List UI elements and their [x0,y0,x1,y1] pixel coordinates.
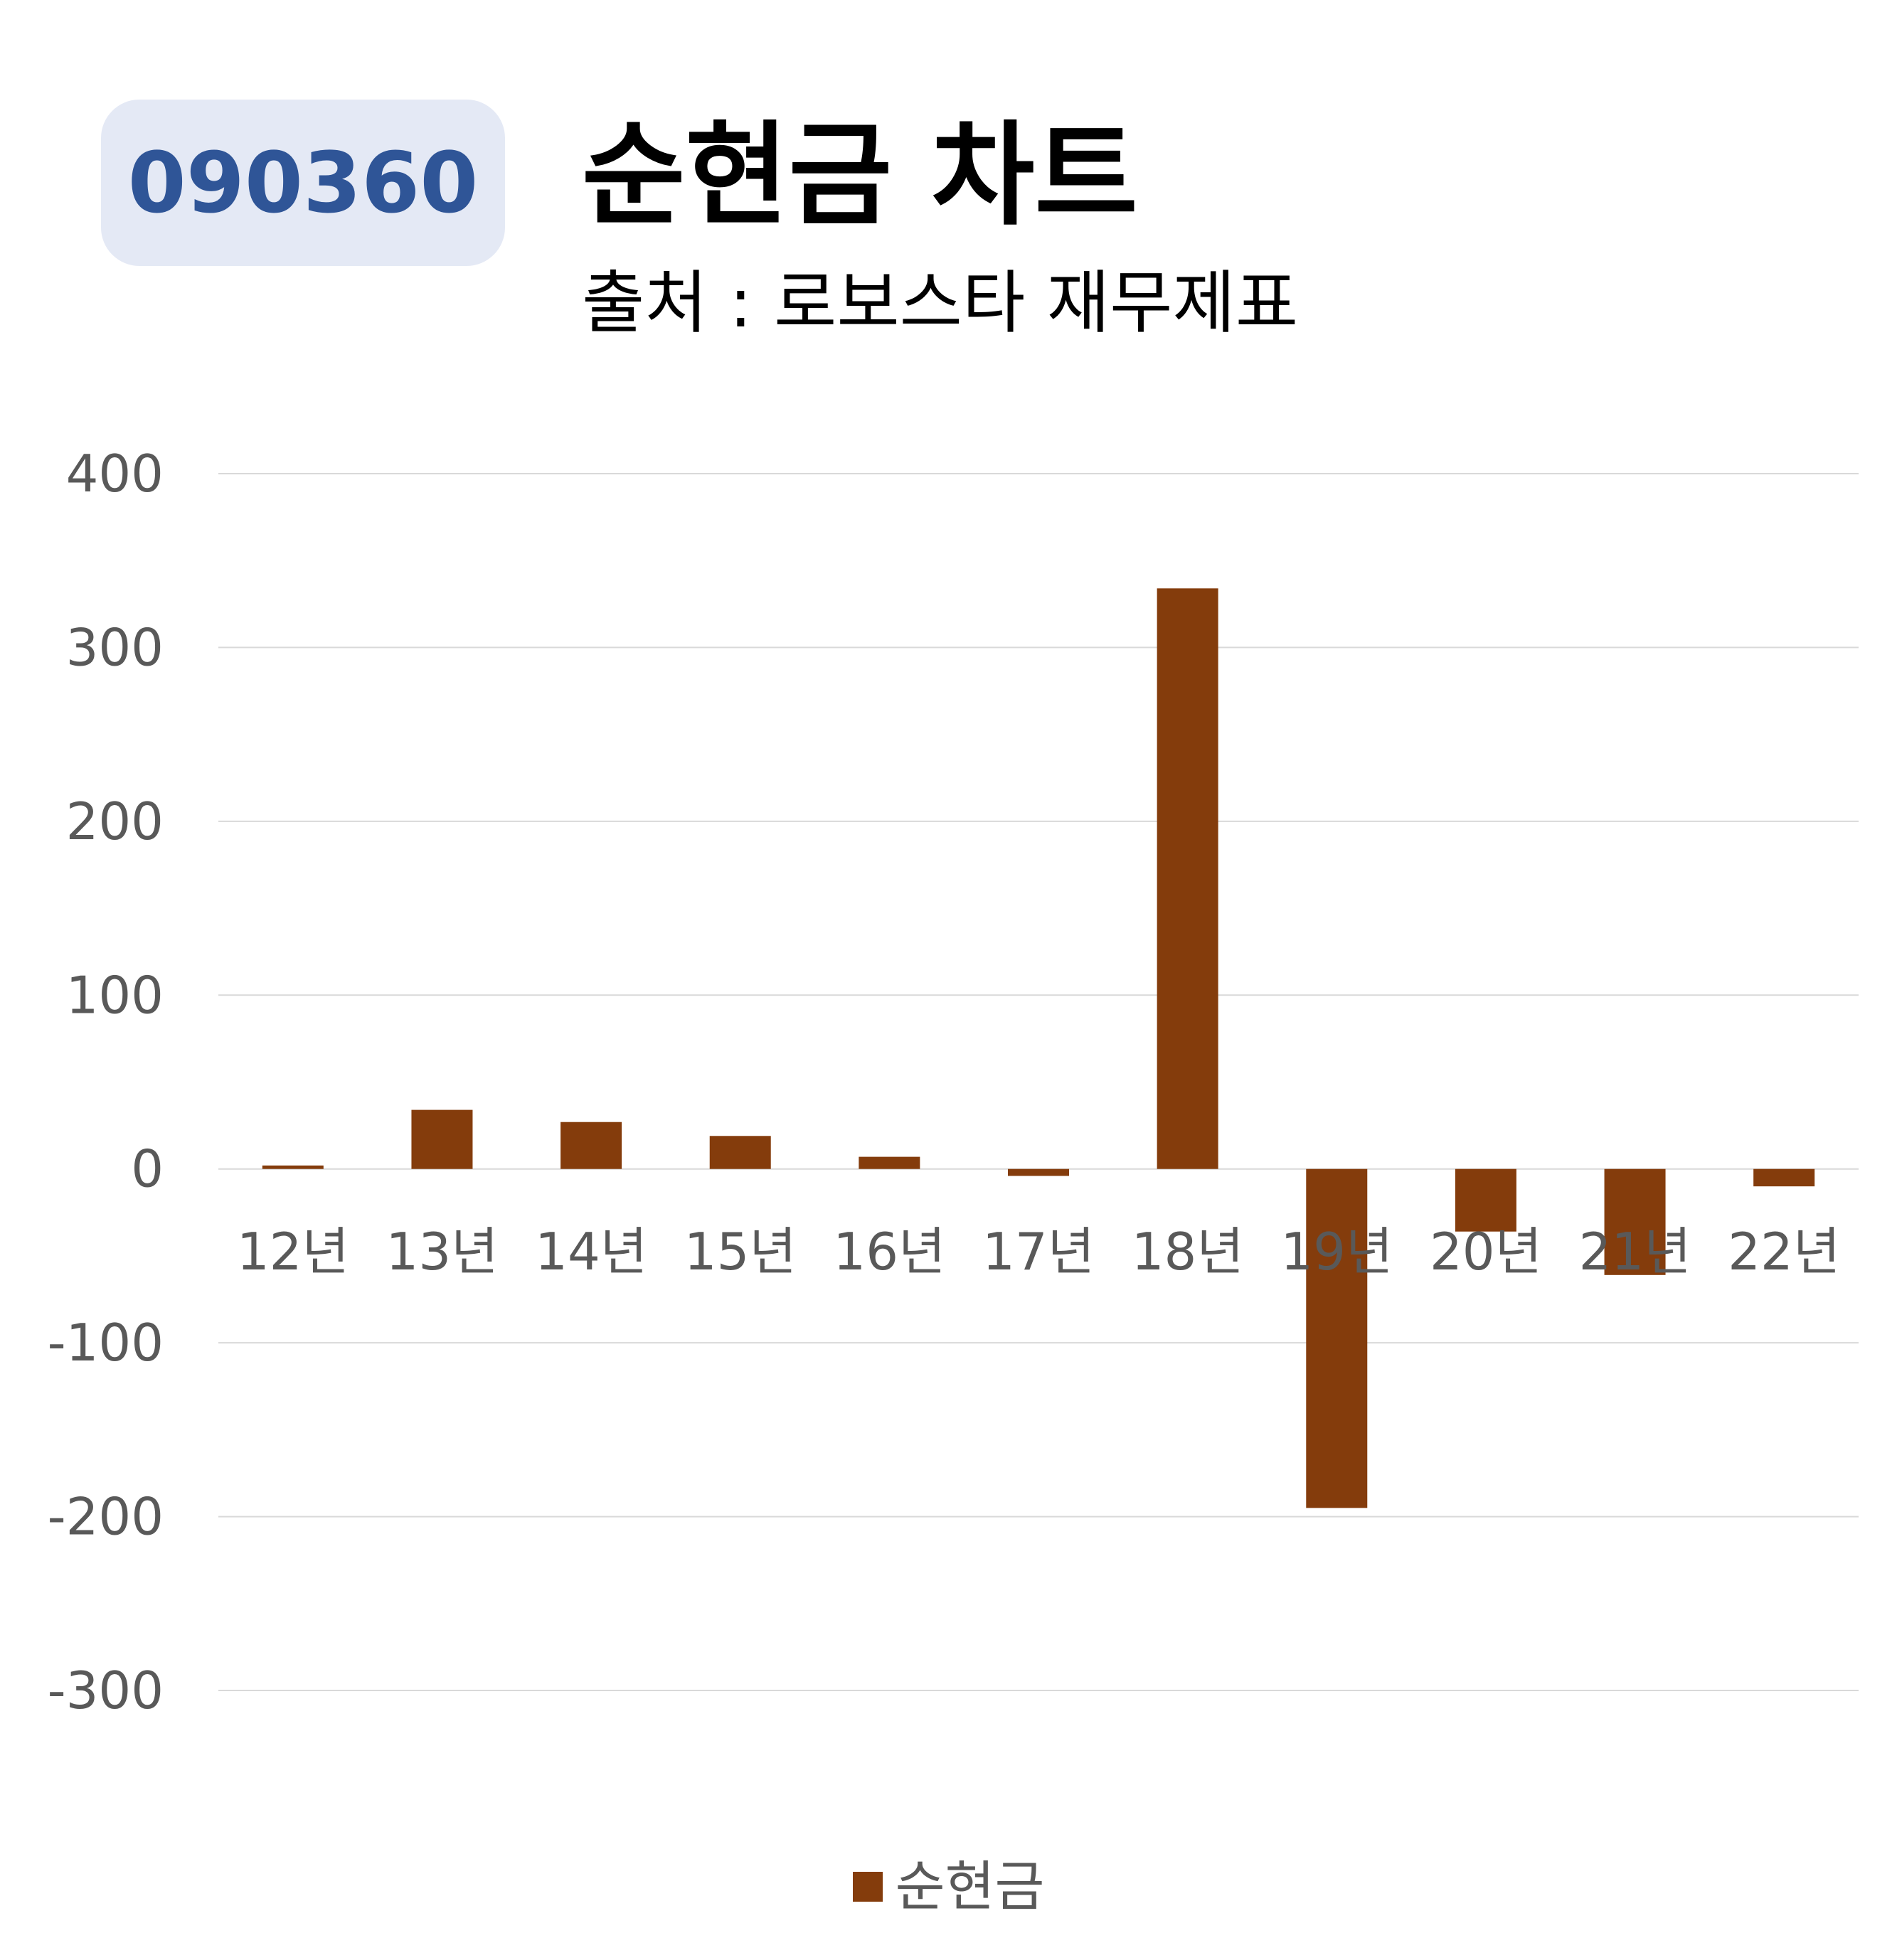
x-tick-label: 12년 [237,1222,349,1282]
bar [560,1122,622,1169]
y-tick-label: -100 [48,1313,164,1373]
y-axis-ticks: 400 300 200 100 0 -100 -200 -300 [48,444,164,1720]
y-tick-label: 400 [66,444,164,504]
y-tick-label: 0 [131,1139,164,1199]
chart-subtitle: 출처 : 로보스타 재무제표 [582,263,1299,343]
y-tick-label: 300 [66,617,164,677]
x-tick-label: 17년 [982,1222,1095,1282]
y-tick-label: 100 [66,965,164,1025]
ticker-code: 090360 [127,134,479,232]
y-tick-label: -200 [48,1487,164,1547]
y-tick-label: 200 [66,792,164,851]
grid-lines [218,473,1859,1691]
ticker-badge: 090360 [101,100,505,266]
legend-swatch [852,1872,883,1902]
bar [859,1156,920,1169]
x-tick-label: 16년 [833,1222,945,1282]
bar [262,1165,324,1169]
bars [262,588,1815,1508]
bar [1157,588,1218,1169]
x-tick-label: 20년 [1430,1222,1542,1282]
bar [709,1136,771,1169]
bar [1455,1168,1516,1232]
bar [1306,1168,1368,1508]
y-tick-label: -300 [48,1661,164,1720]
bar [1753,1168,1815,1187]
legend-label: 순현금 [895,1855,1045,1918]
chart-title: 순현금 차트 [582,110,1138,241]
x-tick-label: 14년 [535,1222,647,1282]
legend: 순현금 [0,1860,1897,1914]
x-tick-label: 18년 [1132,1222,1244,1282]
x-tick-label: 21년 [1579,1222,1691,1282]
x-tick-label: 22년 [1728,1222,1840,1282]
bar [1604,1168,1666,1275]
bar [1008,1168,1069,1176]
bar [411,1109,473,1169]
x-tick-label: 19년 [1280,1222,1393,1282]
x-tick-label: 13년 [386,1222,499,1282]
x-axis-ticks: 12년 13년 14년 15년 16년 17년 18년 19년 20년 21년 22년 [237,1222,1840,1282]
x-tick-label: 15년 [684,1222,797,1282]
